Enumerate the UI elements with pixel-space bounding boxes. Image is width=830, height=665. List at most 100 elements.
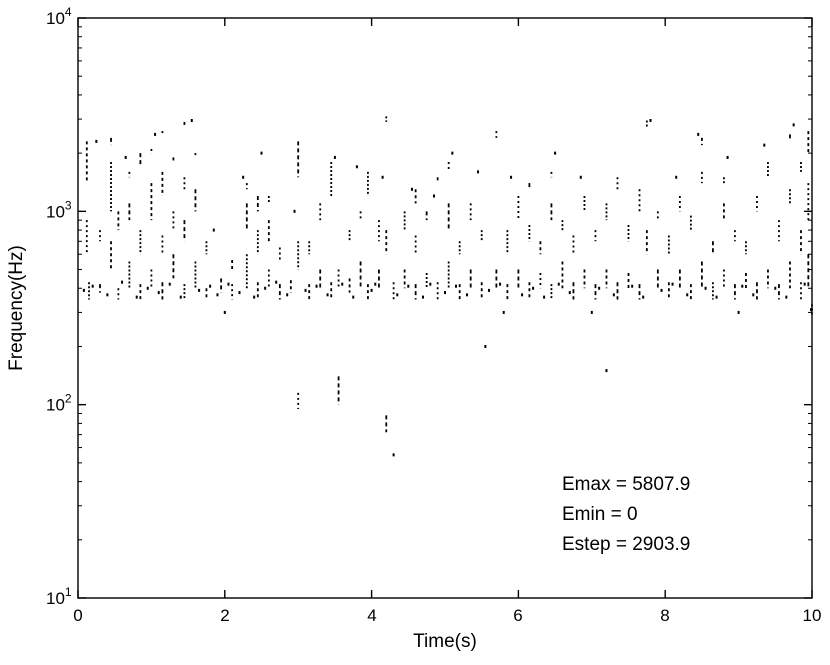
scatter-dot [532,286,535,290]
scatter-dot [157,291,160,295]
scatter-dot [642,295,645,299]
scatter-dot [315,284,318,288]
scatter-dot [429,282,432,286]
scatter-dot [568,291,571,295]
scatter-dot [95,139,98,143]
scatter-dot [660,288,663,292]
scatter-dot [242,175,245,179]
scatter-dot [374,282,377,286]
scatter-dot [810,308,812,312]
scatter-dot [223,310,226,314]
annotation-emax: Emax = 5807.9 [562,474,690,495]
scatter-dot [605,369,608,373]
scatter-dot [392,453,395,457]
scatter-dot [146,286,149,290]
scatter-dot [803,282,806,286]
scatter-dot [763,143,766,147]
scatter-dot [521,293,524,297]
scatter-dot [484,344,487,348]
scatter-dot [737,310,740,314]
scatter-dot [590,310,593,314]
annotation-estep: Estep = 2903.9 [562,534,690,555]
scatter-dot [466,293,469,297]
scatter-dot [686,293,689,297]
scatter-dot [649,119,652,123]
scatter-dot [502,310,505,314]
annotation-emin: Emin = 0 [562,504,638,525]
scatter-dot [209,284,212,288]
x-tick-label: 2 [220,606,229,625]
scatter-dot [370,288,373,292]
y-tick-label: 101 [46,585,72,608]
scatter-dot [212,228,215,232]
scatter-dot [326,293,329,297]
scatter-dot [675,175,678,179]
scatter-dot [352,295,355,299]
scatter-dot [455,284,458,288]
scatter-dot [396,293,399,297]
scatter-dot [198,288,201,292]
scatter-dot [554,151,557,155]
scatter-dot [631,284,634,288]
scatter-dot [121,280,124,284]
x-axis-label: Time(s) [413,631,477,652]
scatter-dot [333,155,336,159]
scatter-dot [671,282,674,286]
scatter-dot [726,155,729,159]
scatter-dot [741,284,744,288]
scatter-dot [260,151,263,155]
scatter-dot [421,295,424,299]
x-tick-label: 4 [367,606,376,625]
axes-layer: 101 102 103 104 [46,5,813,608]
scatter-dot [477,170,480,174]
scatter-dot [444,291,446,295]
scatter-dot [264,286,267,290]
scatter-dot [543,295,546,299]
y-tick-label: 103 [46,198,72,221]
scatter-dot [410,187,413,191]
scatter-dot [216,293,219,297]
scatter-dot [407,284,410,288]
scatter-dot [432,194,435,198]
scatter-dot [286,293,289,297]
scatter-dot [499,282,502,286]
scatter-dot [106,293,109,297]
scatter-dot [154,132,157,136]
scatter-dot [179,295,182,299]
y-tick-label: 104 [46,5,72,28]
scatter-dot [451,151,454,155]
scatter-dot [704,286,707,290]
scatter-dot [168,282,171,286]
scatter-dot [124,155,127,159]
scatter-dot [238,291,241,295]
scatter-dot [579,175,582,179]
scatter-dot [381,175,384,179]
x-tick-label: 8 [660,606,669,625]
scatter-dot [598,286,601,290]
scatter-dot [253,295,256,299]
scatter-dot [190,119,193,123]
scatter-dot [135,295,138,299]
scatter-marks-layer [82,116,813,457]
axes-box [77,17,813,599]
y-axis-label: Frequency(Hz) [6,245,27,371]
scatter-dot [227,282,230,286]
x-tick-label: 0 [73,606,82,625]
scatter-dot [557,282,560,286]
scatter-dot [774,286,777,290]
scatter-dot [82,288,85,292]
scatter-dot [341,282,344,286]
scatter-dot [510,175,513,179]
x-tick-label: 6 [513,606,522,625]
scatter-dot [715,295,718,299]
scatter-dot [792,123,795,127]
scatter-dot [355,165,358,169]
scatter-dot [293,209,296,213]
scatter-dot [785,295,788,299]
scatter-dot [304,288,307,292]
y-tick-label: 102 [46,392,72,415]
scatter-dot [91,284,94,288]
